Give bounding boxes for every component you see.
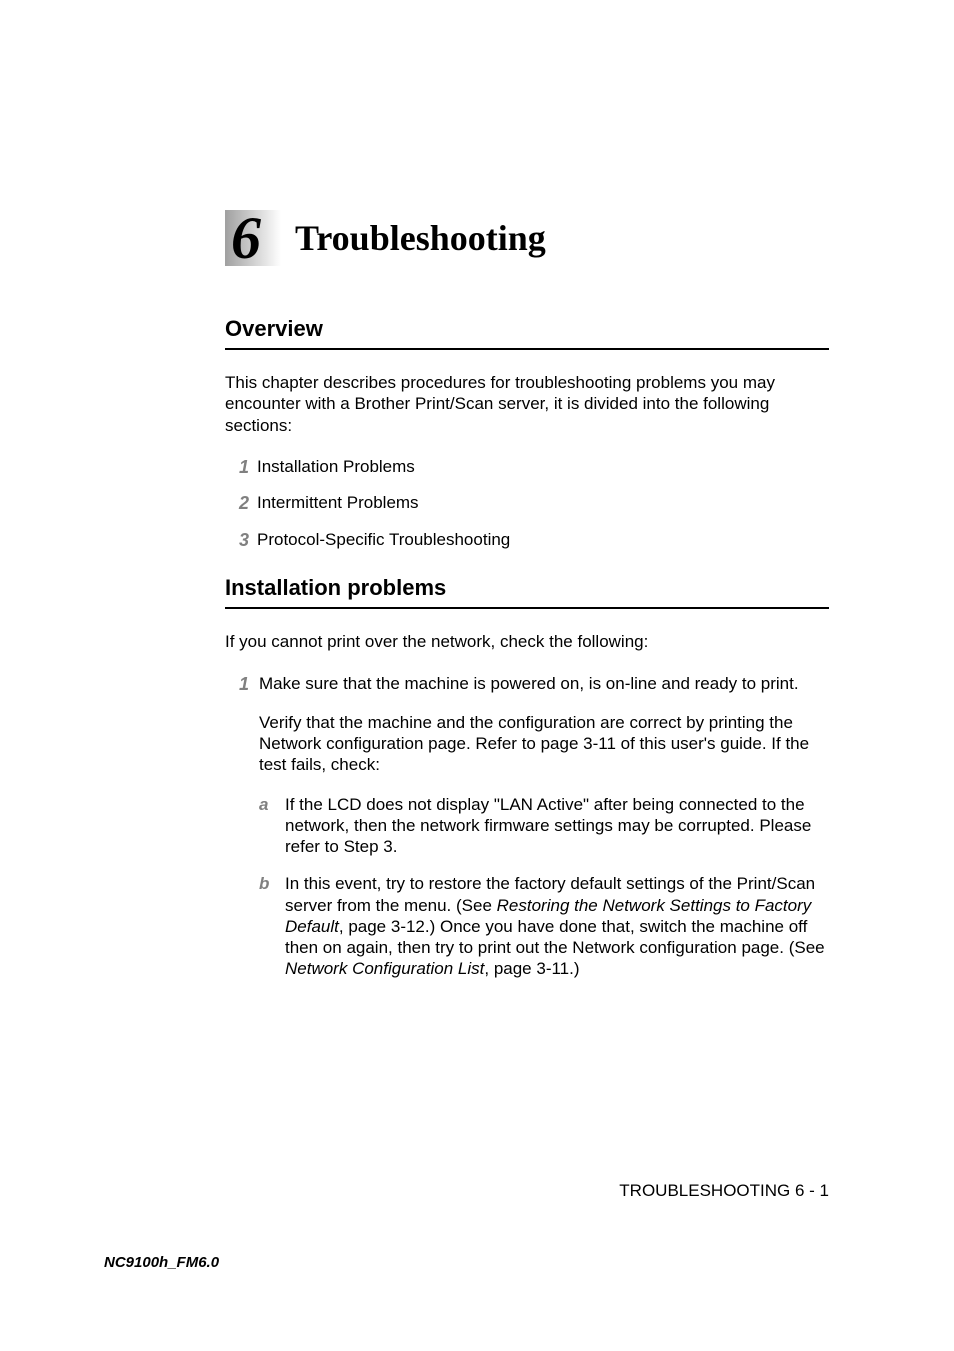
sub-text-post: , page 3-11.): [484, 959, 579, 978]
chapter-number: 6: [231, 204, 261, 273]
list-text: Intermittent Problems: [257, 492, 829, 515]
list-number: 2: [225, 492, 257, 515]
list-text: Installation Problems: [257, 456, 829, 479]
overview-intro: This chapter describes procedures for tr…: [225, 372, 829, 436]
sub-list: a If the LCD does not display "LAN Activ…: [259, 794, 829, 980]
step-item: 1 Make sure that the machine is powered …: [225, 673, 829, 996]
sub-text: If the LCD does not display "LAN Active"…: [285, 794, 829, 858]
list-number: 3: [225, 529, 257, 552]
list-item: 1 Installation Problems: [225, 456, 829, 479]
sub-letter: b: [259, 873, 285, 979]
sub-item: a If the LCD does not display "LAN Activ…: [259, 794, 829, 858]
section-rule: [225, 607, 829, 609]
step-list: 1 Make sure that the machine is powered …: [225, 673, 829, 996]
sub-letter: a: [259, 794, 285, 858]
chapter-heading: 6 Troubleshooting: [225, 210, 829, 266]
sub-item: b In this event, try to restore the fact…: [259, 873, 829, 979]
document-id: NC9100h_FM6.0: [104, 1254, 219, 1271]
list-item: 3 Protocol-Specific Troubleshooting: [225, 529, 829, 552]
installation-intro: If you cannot print over the network, ch…: [225, 631, 829, 652]
step-paragraph: Make sure that the machine is powered on…: [259, 673, 829, 694]
overview-list: 1 Installation Problems 2 Intermittent P…: [225, 456, 829, 552]
step-number: 1: [225, 673, 259, 996]
sub-text: In this event, try to restore the factor…: [285, 873, 829, 979]
chapter-title: Troubleshooting: [295, 217, 546, 259]
list-item: 2 Intermittent Problems: [225, 492, 829, 515]
page-footer: TROUBLESHOOTING 6 - 1: [619, 1181, 829, 1201]
sub-text-mid: , page 3-12.) Once you have done that, s…: [285, 917, 825, 957]
step-content: Make sure that the machine is powered on…: [259, 673, 829, 996]
chapter-number-box: 6: [225, 210, 281, 266]
section-heading-overview: Overview: [225, 316, 829, 342]
list-number: 1: [225, 456, 257, 479]
list-text: Protocol-Specific Troubleshooting: [257, 529, 829, 552]
section-heading-installation: Installation problems: [225, 575, 829, 601]
step-paragraph: Verify that the machine and the configur…: [259, 712, 829, 776]
section-rule: [225, 348, 829, 350]
cross-reference-link[interactable]: Network Configuration List: [285, 959, 484, 978]
